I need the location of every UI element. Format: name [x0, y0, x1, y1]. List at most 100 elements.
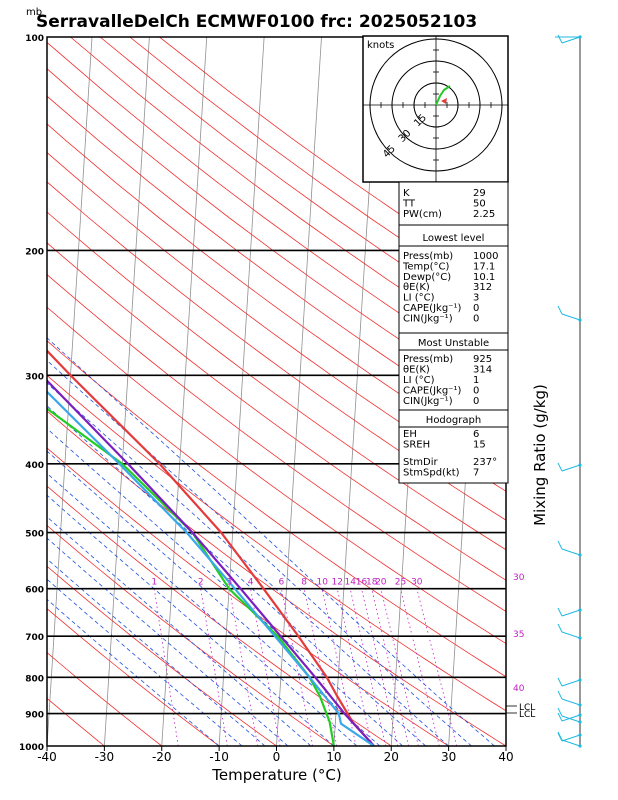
wind-barb-dot: [578, 733, 582, 737]
pressure-tick-label: 100: [25, 34, 44, 44]
mixing-ratio-tick-label: 1: [151, 578, 157, 588]
dry-adiabat-line: [47, 608, 220, 746]
wind-barb: [561, 679, 581, 687]
wind-barb-dot: [578, 463, 582, 467]
lowest-row-value: 3: [473, 293, 479, 304]
lowest-row-value: 0: [473, 303, 479, 314]
wind-barb: [561, 698, 581, 706]
pressure-tick-label: 500: [25, 530, 44, 540]
most-unstable-title: Most Unstable: [418, 338, 489, 349]
unstable-row-label: LI (°C): [403, 375, 435, 386]
lowest-row-label: Temp(°C): [402, 261, 450, 272]
wind-barb-flag: [557, 731, 563, 741]
lowest-row-value: 312: [473, 282, 492, 293]
index-row-label: TT: [402, 199, 416, 210]
dry-adiabat-line: [47, 181, 506, 521]
wind-barb-dot: [578, 703, 582, 707]
profile-temperature-line: [47, 349, 375, 746]
wind-barb: [561, 464, 581, 472]
dry-adiabat-line: [47, 211, 506, 551]
profile-virtual-parcel-line: [47, 390, 375, 746]
lowest-row-value: 10.1: [473, 272, 495, 283]
wind-barb: [561, 631, 581, 639]
mixing-ratio-line: [416, 588, 458, 746]
wind-profile: [555, 34, 582, 748]
theta-e-label: 35: [513, 630, 524, 640]
x-axis-label: Temperature (°C): [211, 766, 341, 784]
mixing-ratio-tick-label: 8: [301, 578, 307, 588]
wind-barb-flag: [557, 690, 563, 700]
moist-adiabat-line: [47, 598, 220, 746]
wind-barb: [561, 548, 581, 556]
mixing-ratio-tick-label: 6: [279, 578, 285, 588]
isotherm-line: [103, 37, 150, 746]
profiles: [47, 349, 375, 746]
hodo-row-value: 6: [473, 429, 479, 440]
mixing-ratio-tick-label: 18: [366, 578, 378, 588]
pressure-tick-label: 900: [25, 711, 44, 721]
chart-title: SerravalleDelCh ECMWF0100 frc: 202505210…: [36, 12, 477, 32]
mixing-ratio-line: [400, 588, 440, 746]
lowest-row-label: CIN(Jkg⁻¹): [403, 313, 453, 324]
isotherm-line: [218, 37, 265, 746]
wind-barb: [561, 609, 581, 617]
hodo-row-label: EH: [403, 429, 417, 440]
wind-barb-dot: [578, 608, 582, 612]
dry-adiabat-line: [47, 485, 392, 746]
mixing-ratio-tick-label: 25: [395, 578, 406, 588]
moist-adiabat-line: [47, 405, 426, 746]
wind-barb-flag: [557, 707, 563, 717]
lowest-row-value: 0: [473, 313, 479, 324]
dry-adiabat-line: [47, 565, 277, 746]
wind-barb: [561, 714, 581, 722]
wind-barb-flag: [557, 462, 563, 472]
indices-box-hodo: [398, 409, 509, 484]
dry-adiabat-line: [47, 697, 105, 746]
isotherm-line: [276, 37, 322, 746]
theta-e-label: 40: [513, 684, 525, 694]
mixing-ratio-tick-label: 12: [331, 578, 342, 588]
unstable-row-value: 925: [473, 354, 492, 365]
wind-barb-dot: [578, 713, 582, 717]
hodograph-stats-title: Hodograph: [426, 415, 481, 426]
unstable-row-label: θE(K): [403, 365, 430, 376]
pressure-tick-label: 400: [25, 461, 44, 471]
mixing-ratio-tick-label: 20: [375, 578, 387, 588]
x-tick-label: 30: [441, 750, 456, 764]
wind-barb-flag: [557, 540, 563, 550]
wind-barb-flag: [557, 712, 563, 722]
isotherm-line: [563, 37, 608, 746]
moist-adiabat-line: [47, 427, 403, 746]
pressure-unit: mb: [26, 7, 42, 18]
background-lines: [47, 37, 608, 746]
storm-row-label: StmSpd(kt): [403, 468, 460, 479]
lcl-label: LCL: [519, 703, 535, 713]
x-tick-label: 10: [326, 750, 341, 764]
unstable-row-label: Press(mb): [403, 354, 453, 365]
moist-adiabat-line: [47, 578, 243, 746]
storm-row-value: 7: [473, 468, 479, 479]
dry-adiabat-line: [47, 68, 506, 410]
hodo-row-value: 15: [473, 440, 486, 451]
wind-barb-dot: [578, 678, 582, 682]
mixing-ratio-tick-label: 4: [248, 578, 254, 588]
index-row-label: K: [403, 188, 410, 199]
unstable-row-label: CIN(Jkg⁻¹): [403, 396, 453, 407]
hodograph-title: knots: [367, 40, 394, 51]
dry-adiabat-line: [47, 447, 449, 746]
dry-adiabat-line: [47, 152, 506, 492]
pressure-tick-label: 300: [25, 372, 44, 382]
x-tick-label: -30: [95, 750, 115, 764]
lowest-row-label: CAPE(Jkg⁻¹): [403, 303, 461, 314]
wind-barb: [561, 739, 581, 747]
moist-adiabat-line: [47, 537, 289, 746]
lowest-row-label: θE(K): [403, 282, 430, 293]
pressure-tick-label: 1000: [19, 743, 44, 753]
wind-barb-flag: [557, 305, 563, 315]
wind-barb-flag: [557, 34, 563, 44]
x-tick-label: -10: [209, 750, 229, 764]
dry-adiabat-line: [47, 274, 506, 612]
lowest-row-label: Dewp(°C): [403, 272, 451, 283]
